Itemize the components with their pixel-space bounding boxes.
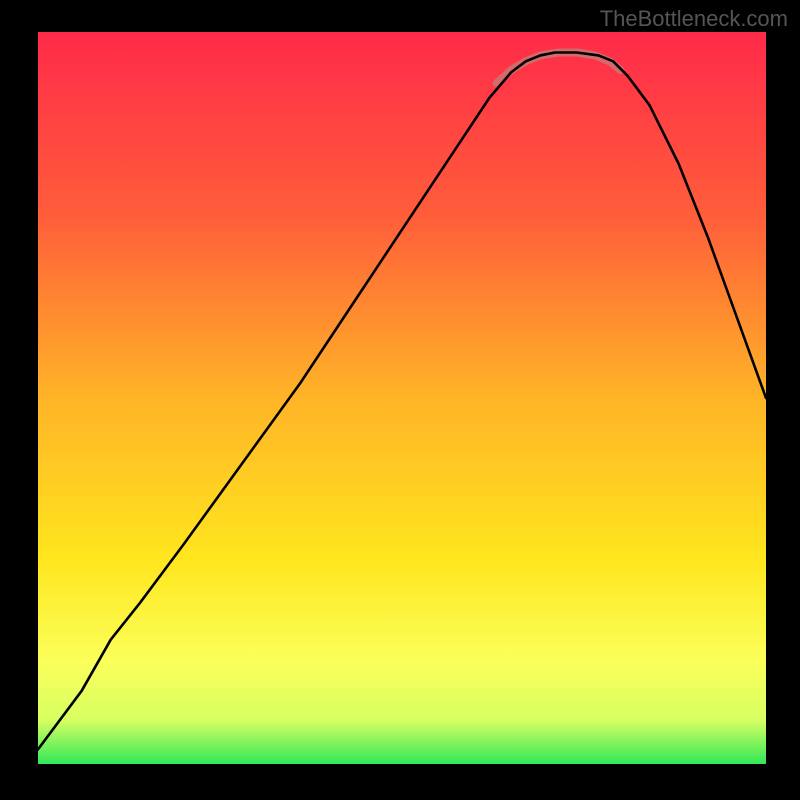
bottleneck-curve — [38, 52, 766, 749]
chart-svg — [38, 32, 766, 764]
chart-plot-area — [38, 32, 766, 764]
watermark-text: TheBottleneck.com — [600, 6, 788, 32]
